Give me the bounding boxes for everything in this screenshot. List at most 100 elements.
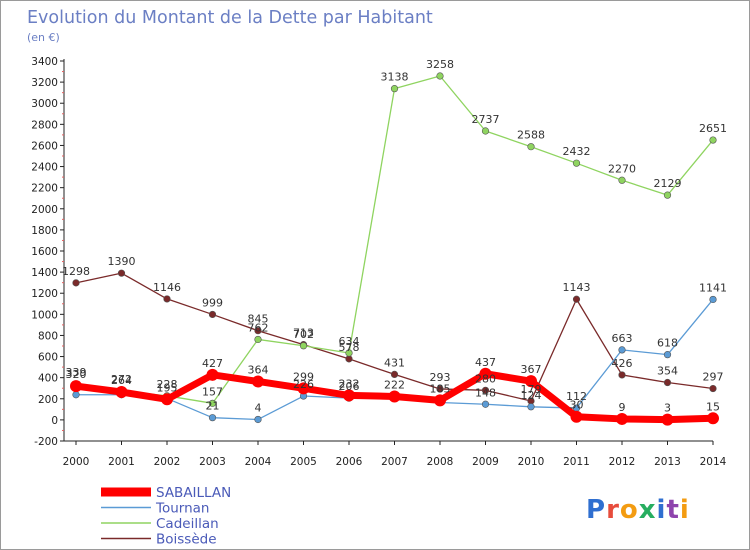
y-tick-label: 2000 xyxy=(31,204,58,216)
data-label: 1298 xyxy=(62,265,90,278)
x-tick-label: 2014 xyxy=(700,456,727,468)
data-label: 299 xyxy=(293,370,314,383)
data-point xyxy=(163,295,171,303)
data-label: 112 xyxy=(566,390,587,403)
x-tick-label: 2005 xyxy=(290,456,317,468)
x-tick-label: 2001 xyxy=(108,456,135,468)
data-label: 293 xyxy=(430,371,451,384)
data-label: 3 xyxy=(664,402,671,415)
data-point xyxy=(254,335,262,344)
data-point xyxy=(527,143,535,151)
data-point xyxy=(527,403,535,411)
data-label: 431 xyxy=(384,356,405,369)
y-tick-label: 2800 xyxy=(31,119,58,131)
data-point xyxy=(254,415,262,424)
data-label: 1143 xyxy=(563,281,591,294)
data-point xyxy=(618,371,626,379)
y-tick-label: 3400 xyxy=(31,56,58,68)
data-point xyxy=(434,394,446,407)
y-tick-label: 1600 xyxy=(31,246,58,258)
data-point xyxy=(436,385,444,393)
y-tick-label: 400 xyxy=(38,373,58,385)
data-label: 15 xyxy=(706,400,720,413)
data-label: 124 xyxy=(521,389,542,402)
data-label: 663 xyxy=(612,332,633,345)
y-tick-label: 1800 xyxy=(31,225,58,237)
x-tick-label: 2002 xyxy=(154,456,181,468)
x-tick-label: 2013 xyxy=(654,456,681,468)
chart-subtitle: (en €) xyxy=(27,31,60,44)
data-point xyxy=(525,375,537,388)
data-point xyxy=(572,295,581,303)
data-label: 999 xyxy=(202,296,223,309)
data-point xyxy=(297,382,310,395)
data-label: 427 xyxy=(202,357,223,370)
data-point xyxy=(343,389,355,402)
y-tick-label: 200 xyxy=(38,394,58,406)
data-label: 2270 xyxy=(608,162,636,175)
y-tick-label: 800 xyxy=(38,330,58,342)
data-label: 762 xyxy=(248,321,269,334)
series-line xyxy=(75,75,714,404)
data-point xyxy=(479,367,492,380)
data-point xyxy=(663,351,672,359)
series-layer xyxy=(70,72,719,426)
data-point xyxy=(616,412,628,425)
data-label: 30 xyxy=(570,399,584,412)
data-label: 618 xyxy=(657,337,678,350)
legend-label: SABAILLAN xyxy=(156,485,231,501)
data-label: 437 xyxy=(475,356,496,369)
data-label: 228 xyxy=(157,378,178,391)
legend-label: Boissède xyxy=(156,532,217,548)
data-point xyxy=(208,310,217,319)
data-label: 206 xyxy=(339,380,360,393)
data-point xyxy=(115,386,128,399)
data-point xyxy=(481,386,490,394)
y-tick-label: 1000 xyxy=(31,309,58,321)
data-point xyxy=(72,279,80,287)
data-point xyxy=(663,191,672,199)
data-label: 157 xyxy=(202,385,223,398)
data-label: 148 xyxy=(475,386,496,399)
y-tick-label: 1200 xyxy=(31,288,58,300)
x-tick-label: 2011 xyxy=(563,456,590,468)
data-label: 179 xyxy=(521,383,542,396)
data-point xyxy=(663,378,672,387)
y-tick-label: 2400 xyxy=(31,162,58,174)
logo-text: Proxiti xyxy=(586,495,690,525)
x-tick-label: 2006 xyxy=(336,456,363,468)
x-tick-label: 2009 xyxy=(472,456,499,468)
data-label: 339 xyxy=(66,366,87,379)
data-label: 222 xyxy=(384,378,405,391)
data-label: 1390 xyxy=(108,255,136,268)
data-point xyxy=(208,414,217,422)
data-label: 4 xyxy=(255,401,262,414)
data-label: 21 xyxy=(206,400,220,413)
data-label: 264 xyxy=(111,374,132,387)
y-tick-label: 3000 xyxy=(31,98,58,110)
data-label: 2588 xyxy=(517,129,545,142)
data-point xyxy=(252,375,264,388)
data-point xyxy=(707,412,719,425)
data-label: 702 xyxy=(293,328,314,341)
data-label: 364 xyxy=(248,363,269,376)
axes: -200 0 200 400 600 800 1000 1200 1400 1600 1800 200… xyxy=(31,56,726,468)
y-tick-label: 1400 xyxy=(31,267,58,279)
data-label: 195 xyxy=(157,381,178,394)
data-point xyxy=(117,269,126,277)
proxiti-logo: Proxiti xyxy=(586,495,690,525)
x-tick-label: 2010 xyxy=(518,456,545,468)
data-point xyxy=(390,370,399,378)
data-point xyxy=(206,368,219,381)
data-point xyxy=(388,390,401,403)
x-tick-label: 2007 xyxy=(381,456,408,468)
legend-label: Tournan xyxy=(155,501,209,517)
legend-label: Cadeillan xyxy=(156,516,219,532)
data-label: 354 xyxy=(657,365,678,378)
data-label: 578 xyxy=(339,341,360,354)
data-label: 297 xyxy=(703,371,724,384)
data-label: 232 xyxy=(339,377,360,390)
data-point xyxy=(345,349,353,357)
data-label: 320 xyxy=(66,368,87,381)
